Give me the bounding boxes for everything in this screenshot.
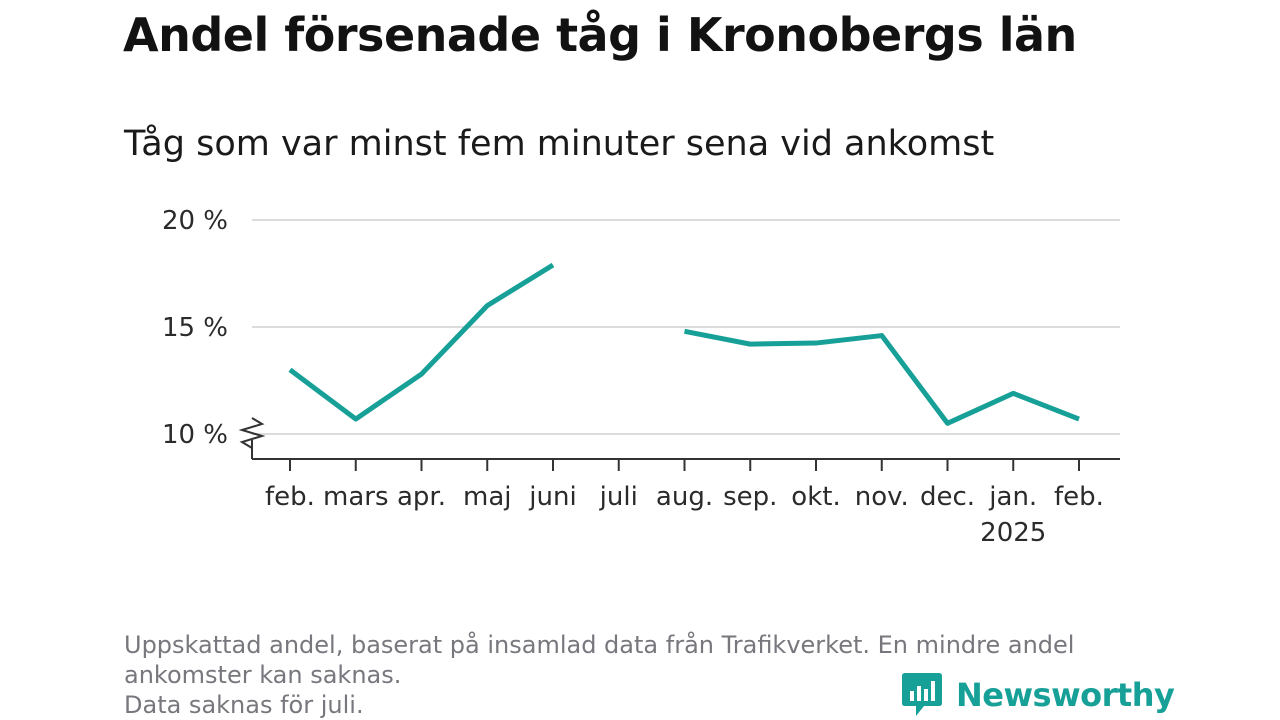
brand-logo: Newsworthy xyxy=(902,670,1175,720)
footnote-line-1: Uppskattad andel, baserat på insamlad da… xyxy=(124,631,1075,659)
chart-title: Andel försenade tåg i Kronobergs län xyxy=(123,8,1077,62)
y-tick-label: 20 % xyxy=(162,206,228,236)
x-tick-label: juni xyxy=(528,482,576,512)
newsworthy-logo-icon xyxy=(902,673,942,716)
gridlines xyxy=(252,219,1120,435)
brand-name: Newsworthy xyxy=(956,676,1175,714)
y-tick-labels: 10 % 15 % 20 % xyxy=(162,206,228,450)
chart-subtitle: Tåg som var minst fem minuter sena vid a… xyxy=(124,124,995,164)
x-tick-label: nov. xyxy=(855,482,909,512)
x-tick-label: jan. xyxy=(988,482,1037,512)
x-tick-label: mars xyxy=(323,482,389,512)
series-line-segment-2 xyxy=(684,328,1080,426)
x-tick-label: okt. xyxy=(791,482,840,512)
x-tick-label: apr. xyxy=(397,482,446,512)
x-axis xyxy=(238,417,1120,471)
x-tick-label: feb. xyxy=(1054,482,1104,512)
x-tick-label: juli xyxy=(599,482,638,512)
x-tick-label: aug. xyxy=(656,482,713,512)
series-line-segment-1 xyxy=(288,262,555,422)
y-tick-label: 15 % xyxy=(162,313,228,343)
x-tick-label: feb. xyxy=(265,482,315,512)
footnote: Uppskattad andel, baserat på insamlad da… xyxy=(124,630,1174,720)
y-tick-label: 10 % xyxy=(162,420,228,450)
x-tick-label: dec. xyxy=(920,482,975,512)
y-axis-break-icon xyxy=(238,417,266,449)
x-tick-label: maj xyxy=(463,482,511,512)
footnote-line-2: ankomster kan saknas. xyxy=(124,661,402,689)
x-year-label: 2025 xyxy=(980,518,1046,548)
footnote-line-3: Data saknas för juli. xyxy=(124,691,364,719)
x-tick-labels: feb. mars apr. maj juni juli aug. sep. okt. nov. d… xyxy=(265,482,1104,548)
series-lines xyxy=(288,262,1080,426)
x-tick-label: sep. xyxy=(723,482,777,512)
